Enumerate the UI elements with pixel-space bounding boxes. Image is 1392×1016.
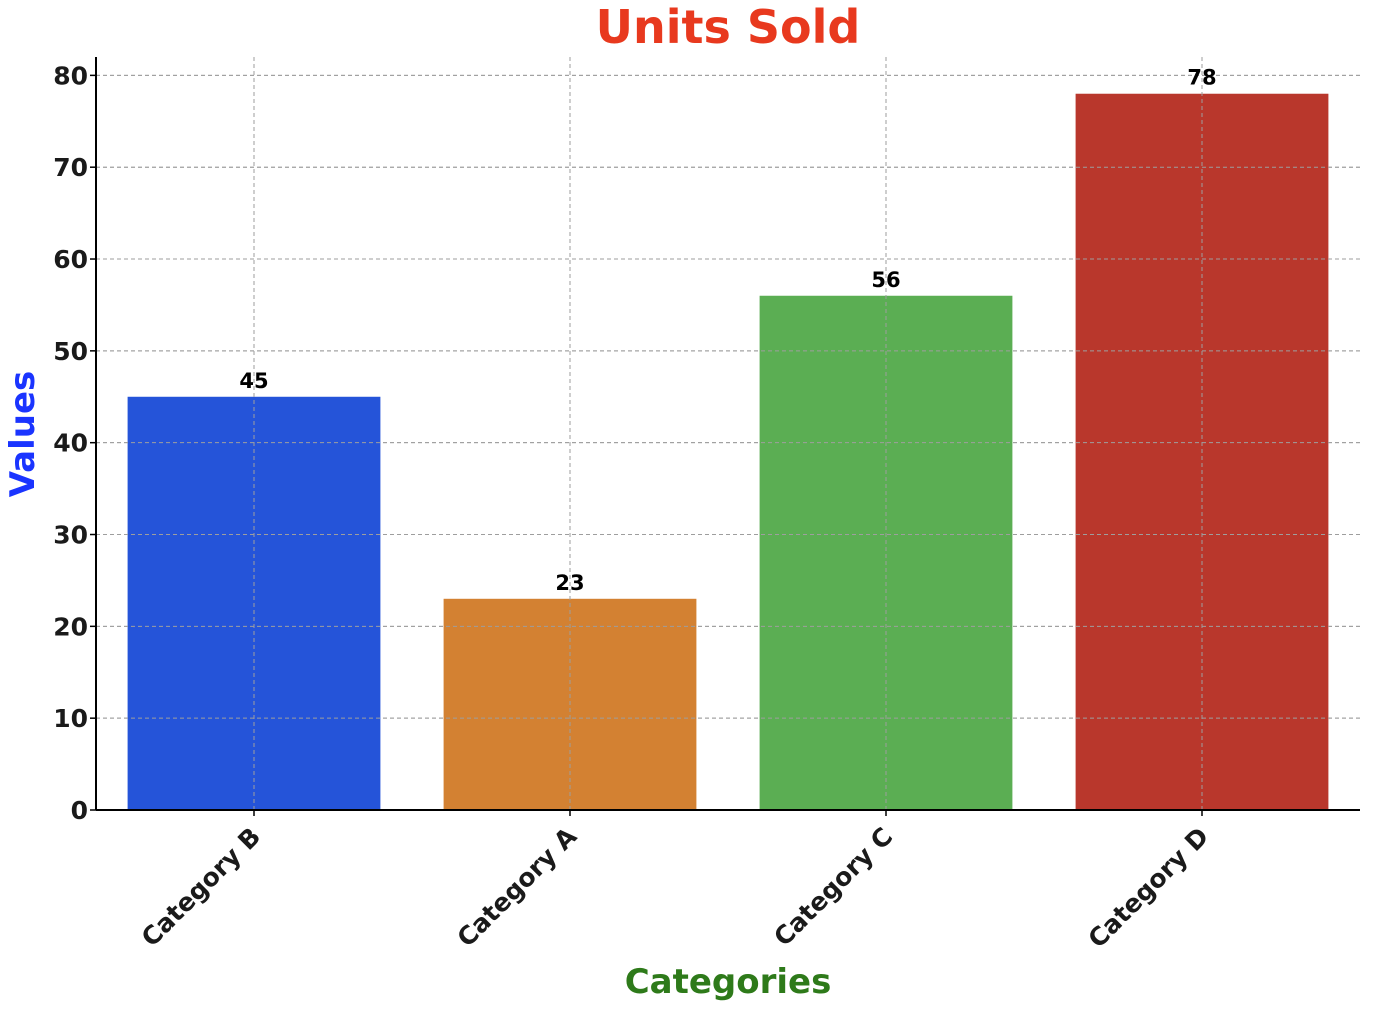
y-tick-label: 80 — [53, 61, 88, 90]
x-tick-label: Category A — [452, 821, 583, 952]
data-label: 23 — [555, 571, 584, 595]
data-label: 78 — [1187, 66, 1216, 90]
y-tick-label: 30 — [53, 521, 88, 550]
chart-title: Units Sold — [596, 0, 861, 54]
y-axis-title: Values — [3, 371, 43, 498]
y-tick-label: 20 — [53, 612, 88, 641]
x-tick-label: Category D — [1083, 822, 1215, 954]
x-tick-label: Category B — [136, 822, 267, 953]
axes — [90, 57, 1360, 816]
y-tick-label: 70 — [53, 153, 88, 182]
y-tick-label: 10 — [53, 704, 88, 733]
y-tick-label: 50 — [53, 337, 88, 366]
data-label: 56 — [871, 268, 900, 292]
bars — [96, 57, 1360, 811]
x-tick-label: Category C — [768, 822, 898, 952]
x-axis-title: Categories — [625, 962, 832, 1002]
data-label: 45 — [239, 369, 268, 393]
y-tick-label: 0 — [71, 796, 88, 825]
y-tick-label: 40 — [53, 429, 88, 458]
y-tick-label: 60 — [53, 245, 88, 274]
